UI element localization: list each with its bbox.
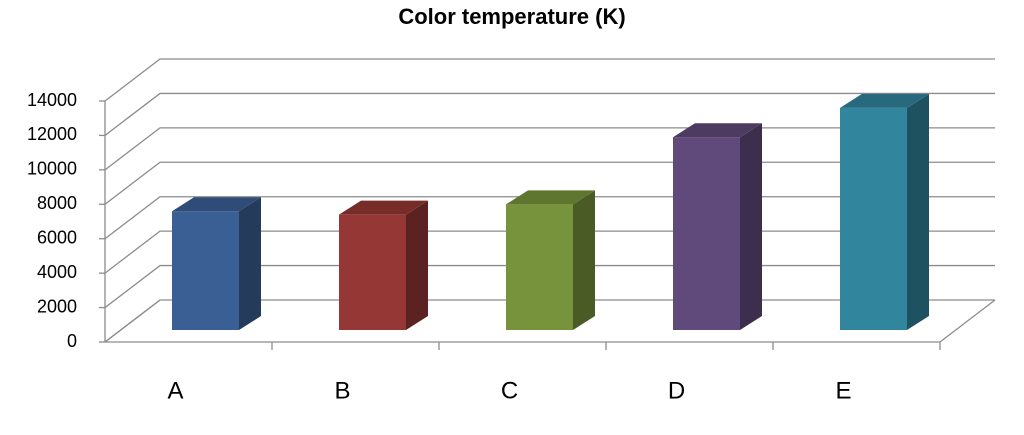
bar-side (406, 200, 428, 330)
grid-line (104, 58, 995, 102)
bar (506, 204, 573, 330)
bar-top (172, 197, 261, 212)
bar-top (339, 200, 428, 215)
x-tick-label: C (501, 377, 518, 404)
y-tick-label: 6000 (37, 227, 77, 247)
bar (172, 211, 239, 330)
bar-side (239, 197, 261, 330)
bar (339, 214, 406, 330)
y-tick-label: 14000 (27, 90, 77, 110)
bar-top (506, 190, 595, 205)
x-tick-label: D (668, 377, 685, 404)
y-tick-label: 0 (67, 331, 77, 351)
bar-side (740, 123, 762, 330)
x-tick-label: A (167, 377, 183, 404)
y-tick-label: 10000 (27, 159, 77, 179)
bar-top (673, 123, 762, 138)
bar (673, 137, 740, 330)
y-tick-label: 12000 (27, 124, 77, 144)
bar-side (907, 93, 929, 330)
y-tick-label: 4000 (37, 262, 77, 282)
grid-line (104, 92, 995, 136)
y-tick-label: 8000 (37, 193, 77, 213)
bar-top (840, 93, 929, 108)
y-tick-label: 2000 (37, 296, 77, 316)
bar-side (573, 190, 595, 330)
x-tick-label: B (334, 377, 350, 404)
bar (840, 107, 907, 330)
chart-title: Color temperature (K) (398, 4, 625, 29)
x-tick-label: E (835, 377, 851, 404)
